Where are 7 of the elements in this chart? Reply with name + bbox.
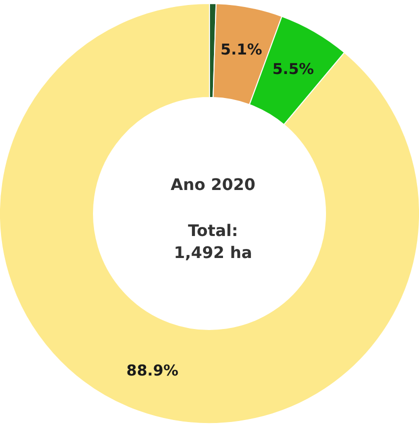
text: Ano 2020	[170, 175, 256, 194]
data-label: 88.9%	[126, 361, 178, 380]
text: Total:	[188, 221, 238, 240]
donut-slice	[0, 3, 419, 424]
text: 1,492 ha	[174, 243, 252, 262]
data-label: 5.5%	[272, 60, 314, 78]
data-label: 5.1%	[220, 40, 262, 59]
